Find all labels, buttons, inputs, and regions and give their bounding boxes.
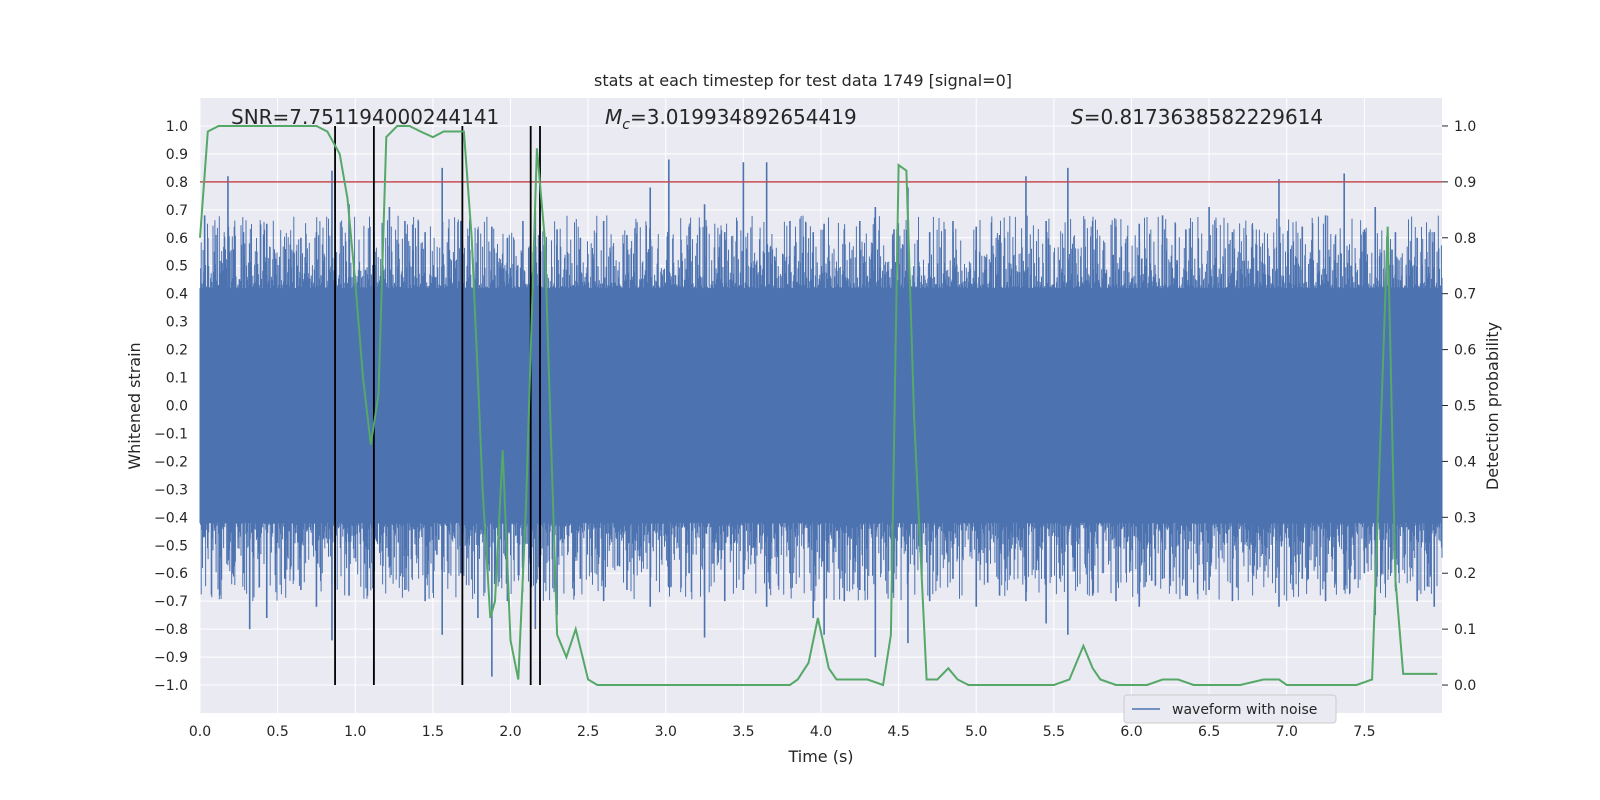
x-tick-label: 6.0 bbox=[1120, 724, 1142, 740]
y2-tick-label: 0.7 bbox=[1454, 287, 1476, 303]
y-tick-label: 0.3 bbox=[166, 315, 188, 331]
legend-box bbox=[1123, 694, 1337, 724]
y2-tick-label: 0.0 bbox=[1454, 678, 1476, 694]
y-tick-label: −0.1 bbox=[154, 426, 188, 442]
x-tick-label: 3.0 bbox=[655, 724, 677, 740]
detection-probability-series bbox=[199, 125, 1438, 687]
x-axis-ticks: 0.0 0.5 1.0 1.5 2.0 2.5 3.0 3.5 4.0 4.5 5.0 5.5 6.0 6… bbox=[189, 724, 1376, 740]
y2-tick-label: 0.1 bbox=[1454, 622, 1476, 638]
y2-tick-label: 0.3 bbox=[1454, 510, 1476, 526]
y-tick-label: −0.8 bbox=[154, 622, 188, 638]
legend: waveform with noise bbox=[1123, 694, 1337, 724]
chirp-mass-symbol: M bbox=[605, 105, 622, 129]
x-tick-label: 0.0 bbox=[189, 724, 211, 740]
x-tick-label: 0.5 bbox=[266, 724, 288, 740]
y2-tick-label: 0.9 bbox=[1454, 175, 1476, 191]
x-tick-label: 5.5 bbox=[1043, 724, 1065, 740]
x-tick-label: 7.5 bbox=[1353, 724, 1375, 740]
x-tick-label: 2.0 bbox=[499, 724, 521, 740]
y-tick-label: −0.9 bbox=[154, 650, 188, 666]
chirp-mass-value: =3.019934892654419 bbox=[630, 105, 857, 129]
y-tick-label: 1.0 bbox=[166, 119, 188, 135]
x-tick-label: 1.0 bbox=[344, 724, 366, 740]
x-tick-label: 2.5 bbox=[577, 724, 599, 740]
y2-axis-label: Detection probability bbox=[1483, 322, 1502, 490]
x-axis-label: Time (s) bbox=[787, 747, 853, 766]
x-tick-label: 1.5 bbox=[422, 724, 444, 740]
score-annotation: S=0.8173638582229614 bbox=[1071, 105, 1323, 129]
score-symbol: S bbox=[1071, 105, 1084, 129]
y-tick-label: 0.6 bbox=[166, 231, 188, 247]
score-value: =0.8173638582229614 bbox=[1084, 105, 1323, 129]
x-tick-label: 6.5 bbox=[1198, 724, 1220, 740]
legend-label: waveform with noise bbox=[1172, 702, 1317, 718]
y-tick-label: −0.7 bbox=[154, 594, 188, 610]
y2-axis-ticks: 1.0 0.9 0.8 0.7 0.6 0.5 0.4 0.3 0.2 0.1 0.0 bbox=[1442, 119, 1476, 694]
snr-annotation: SNR=7.751194000244141 bbox=[231, 105, 499, 129]
chart-title: stats at each timestep for test data 174… bbox=[594, 71, 1012, 90]
y-tick-label: 0.2 bbox=[166, 343, 188, 359]
x-tick-label: 5.0 bbox=[965, 724, 987, 740]
y2-tick-label: 0.6 bbox=[1454, 343, 1476, 359]
y-tick-label: 0.5 bbox=[166, 259, 188, 275]
noise-spikes bbox=[199, 215, 1443, 601]
y-tick-label: −0.6 bbox=[154, 566, 188, 582]
y-tick-label: 0.7 bbox=[166, 203, 188, 219]
chirp-mass-annotation: Mc=3.019934892654419 bbox=[605, 105, 857, 133]
y-tick-label: −0.2 bbox=[154, 454, 188, 470]
y2-tick-label: 0.2 bbox=[1454, 566, 1476, 582]
y-tick-label: 0.1 bbox=[166, 371, 188, 387]
y-axis-ticks: 1.0 0.9 0.8 0.7 0.6 0.5 0.4 0.3 0.2 0.1 0.0 −0.1 −0.… bbox=[154, 119, 188, 694]
y2-tick-label: 0.4 bbox=[1454, 454, 1476, 470]
y-tick-label: 0.4 bbox=[166, 287, 188, 303]
chirp-mass-subscript: c bbox=[622, 117, 630, 133]
y2-tick-label: 0.5 bbox=[1454, 399, 1476, 415]
vertical-marker-lines bbox=[334, 125, 541, 686]
x-tick-label: 4.0 bbox=[810, 724, 832, 740]
y-tick-label: −0.5 bbox=[154, 538, 188, 554]
y-tick-label: 0.8 bbox=[166, 175, 188, 191]
y-axis-label: Whitened strain bbox=[125, 342, 144, 469]
y-tick-label: 0.9 bbox=[166, 147, 188, 163]
x-tick-label: 3.5 bbox=[732, 724, 754, 740]
y2-tick-label: 0.8 bbox=[1454, 231, 1476, 247]
y-tick-label: −0.4 bbox=[154, 510, 188, 526]
detection-probability-line bbox=[199, 125, 1438, 687]
y-tick-label: −0.3 bbox=[154, 482, 188, 498]
y2-tick-label: 1.0 bbox=[1454, 119, 1476, 135]
x-tick-label: 7.0 bbox=[1276, 724, 1298, 740]
waveform-with-noise-series bbox=[199, 159, 1443, 680]
y-tick-label: −1.0 bbox=[154, 678, 188, 694]
y-tick-label: 0.0 bbox=[166, 399, 188, 415]
x-tick-label: 4.5 bbox=[887, 724, 909, 740]
